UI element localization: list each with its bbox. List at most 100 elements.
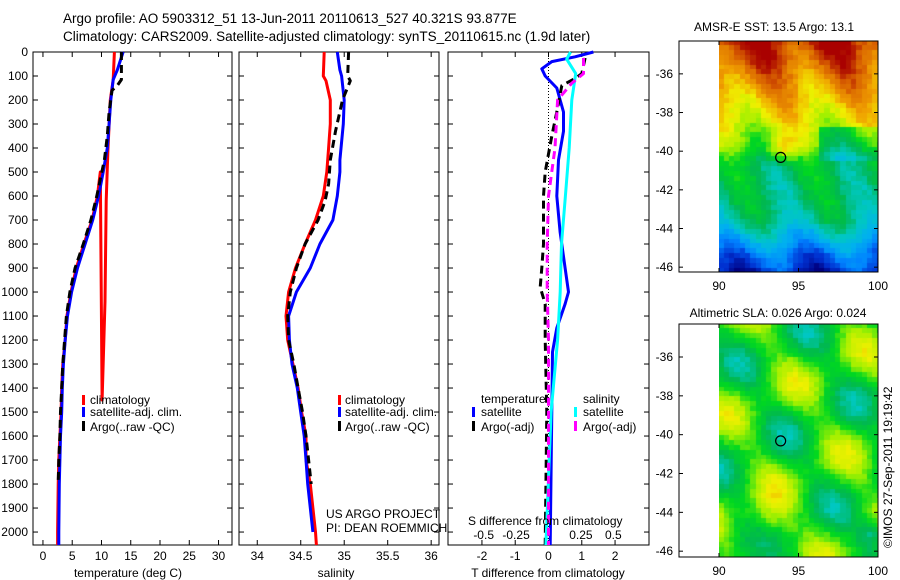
- y-tick-label: 1100: [2, 309, 28, 323]
- x-tick-label: 25: [183, 549, 197, 563]
- t-diff-xlabel: T difference from climatology: [471, 566, 625, 580]
- x-tick-label: 15: [124, 549, 138, 563]
- legend-label: Argo(..raw -QC): [345, 420, 430, 434]
- x-tick-label: 36: [424, 549, 438, 563]
- x-tick-label: -1: [510, 549, 521, 563]
- map-frame: [678, 40, 879, 273]
- y-tick-label: 800: [8, 237, 28, 251]
- map-y-tick-label: -44: [656, 505, 674, 519]
- y-tick-label: 500: [8, 165, 28, 179]
- y-tick-label: 300: [8, 117, 28, 131]
- temperature-profile: 0100200300400500600700800900100011001200…: [1, 45, 233, 563]
- pi-label: PI: DEAN ROEMMICH: [326, 521, 447, 535]
- legend-swatch-satellite: [82, 407, 85, 417]
- y-tick-label: 1400: [1, 381, 28, 395]
- x-tick-label: 10: [95, 549, 109, 563]
- y-tick-label: 600: [8, 189, 28, 203]
- temperature-legend: climatology satellite-adj. clim. Argo(..…: [82, 393, 182, 434]
- figure-title-line1: Argo profile: AO 5903312_51 13-Jun-2011 …: [63, 11, 517, 26]
- s-diff-tick-label: -0.5: [473, 528, 494, 542]
- map-y-tick-label: -36: [656, 67, 674, 81]
- legend-header-temperature: temperature: [481, 392, 546, 406]
- legend-label: satellite-adj. clim.: [345, 405, 437, 419]
- map-x-tick-label: 95: [792, 564, 806, 578]
- x-tick-label: 30: [212, 549, 226, 563]
- map-y-tick-label: -38: [656, 389, 674, 403]
- series-line-argo-raw-qc-: [56, 52, 123, 485]
- x-tick-label: 35: [338, 549, 352, 563]
- project-label: US ARGO PROJECT: [326, 507, 441, 521]
- legend-swatch-t-argo: [472, 421, 475, 431]
- y-tick-label: 1900: [1, 501, 28, 515]
- legend-label: climatology: [90, 393, 150, 407]
- copyright-timestamp: ©IMOS 27-Sep-2011 19:19:42: [881, 386, 895, 548]
- legend-label: satellite: [583, 405, 624, 419]
- sst-map-image: [719, 41, 878, 272]
- x-tick-label: -2: [477, 549, 488, 563]
- y-tick-label: 1000: [1, 285, 28, 299]
- map-y-tick-label: -42: [656, 467, 674, 481]
- series-line-satellite-adj-clim-: [287, 51, 346, 533]
- legend-swatch-s-argo: [574, 421, 577, 431]
- s-diff-tick-label: -0.25: [502, 528, 530, 542]
- map-frame: [678, 323, 879, 558]
- plot-frame: [32, 51, 233, 546]
- sst-map-title: AMSR-E SST: 13.5 Argo: 13.1: [694, 20, 854, 34]
- map-x-tick-label: 100: [868, 279, 888, 293]
- sla-map: -36 -38 -40 -42 -44 -46 90 95 100: [656, 323, 888, 578]
- x-tick-label: 0: [40, 549, 47, 563]
- map-x-tick-label: 100: [868, 564, 888, 578]
- y-tick-label: 700: [8, 213, 28, 227]
- y-tick-label: 0: [21, 45, 28, 59]
- salinity-profile: 34 34.5 35 35.5 36: [238, 51, 440, 563]
- sla-map-title: Altimetric SLA: 0.026 Argo: 0.024: [690, 306, 867, 320]
- salinity-xlabel: salinity: [318, 566, 355, 580]
- plot-frame: [238, 51, 440, 546]
- y-tick-label: 1200: [1, 333, 28, 347]
- map-y-tick-label: -38: [656, 106, 674, 120]
- y-tick-label: 1600: [1, 429, 28, 443]
- series-line-temperature-satellite: [540, 50, 594, 546]
- y-tick-label: 1700: [1, 453, 28, 467]
- legend-swatch-satellite: [338, 407, 341, 417]
- x-tick-label: 5: [69, 549, 76, 563]
- y-tick-label: 400: [8, 141, 28, 155]
- s-diff-tick-label: 0.25: [569, 528, 593, 542]
- map-y-tick-label: -46: [656, 260, 674, 274]
- figure-title-line2: Climatology: CARS2009. Satellite-adjuste…: [63, 29, 590, 44]
- map-y-tick-label: -40: [656, 428, 674, 442]
- legend-swatch-climatology: [338, 395, 341, 405]
- legend-label: satellite-adj. clim.: [90, 405, 182, 419]
- sla-map-image: [719, 324, 878, 557]
- s-diff-xlabel: S difference from climatology: [468, 514, 623, 528]
- x-tick-label: 20: [153, 549, 167, 563]
- x-tick-label: 1: [578, 549, 585, 563]
- s-diff-tick-label: 0.5: [605, 528, 622, 542]
- temperature-xlabel: temperature (deg C): [74, 566, 182, 580]
- difference-legend: temperature satellite Argo(-adj) salinit…: [472, 392, 636, 434]
- map-x-tick-label: 90: [712, 279, 726, 293]
- series-line-temperature-argo-adj-: [538, 57, 587, 546]
- y-tick-label: 2000: [1, 525, 28, 539]
- y-tick-label: 1300: [1, 357, 28, 371]
- x-tick-label: 34: [251, 549, 265, 563]
- legend-label: satellite: [481, 405, 522, 419]
- map-x-tick-label: 90: [712, 564, 726, 578]
- series-line-argo-raw-qc-: [286, 51, 352, 485]
- legend-swatch-t-satellite: [472, 407, 475, 417]
- x-tick-label: 0: [545, 549, 552, 563]
- x-tick-label: 2: [612, 549, 619, 563]
- y-tick-label: 100: [8, 69, 28, 83]
- legend-label: climatology: [345, 393, 405, 407]
- series-line-salinity-satellite: [544, 51, 578, 546]
- map-y-tick-label: -36: [656, 350, 674, 364]
- argo-location-marker: [775, 151, 787, 163]
- y-tick-label: 1800: [1, 477, 28, 491]
- x-tick-label: 35.5: [376, 549, 400, 563]
- map-y-tick-label: -46: [656, 544, 674, 558]
- legend-label: Argo(-adj): [481, 420, 534, 434]
- map-y-tick-label: -44: [656, 222, 674, 236]
